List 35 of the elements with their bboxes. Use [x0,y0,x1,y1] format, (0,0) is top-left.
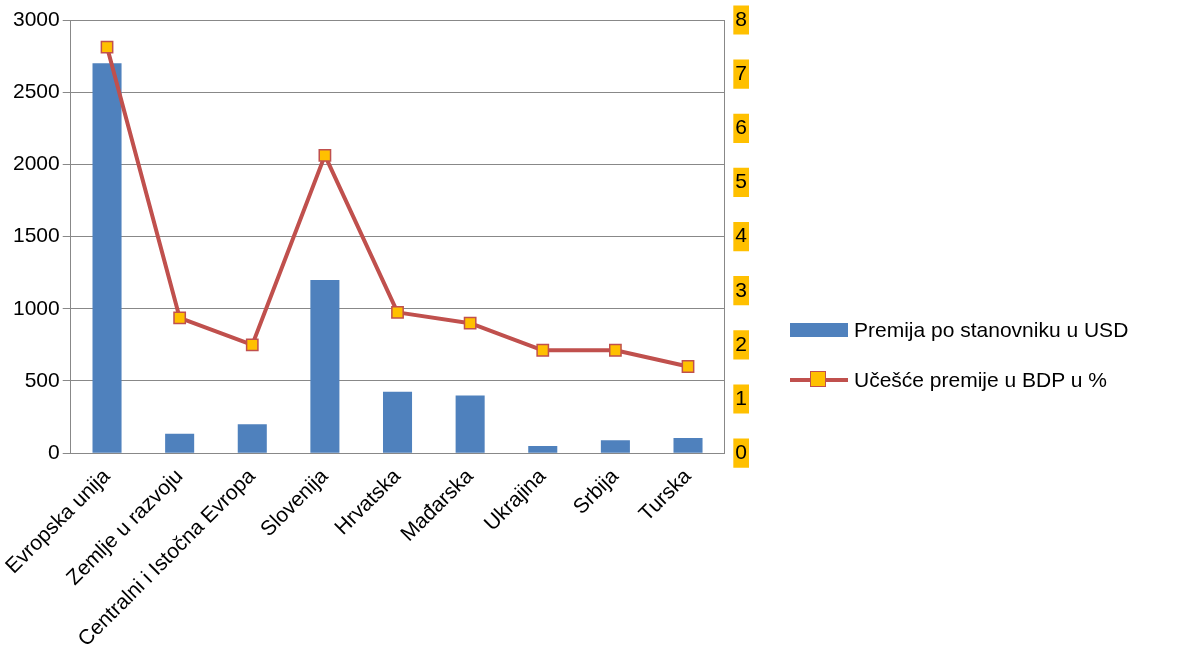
bar [600,440,630,453]
y2-tick-label: 1 [735,385,748,409]
point [536,343,550,357]
point [245,338,259,352]
y2-tick-label: 7 [735,60,748,84]
bar [528,445,558,453]
legend-label: Učešće premije u BDP u % [854,368,1107,392]
y2-tick-label: 4 [735,223,748,247]
point [681,360,695,373]
point [391,305,404,319]
y-tick-label: 1000 [13,295,60,319]
y2-tick-label: 3 [735,277,748,301]
y2-tick-label: 2 [735,331,748,355]
y2-tick-label: 8 [735,6,748,30]
point [318,148,332,162]
legend-label: Premija po stanovniku u USD [854,318,1129,342]
y2-tick-label: 5 [735,169,748,193]
bar [673,437,703,453]
y2-tick-label: 0 [735,439,748,463]
point [173,311,187,325]
y-tick-label: 0 [48,439,60,463]
bar [310,279,340,453]
y-tick-label: 500 [24,367,60,391]
point [608,343,622,357]
bar [455,395,485,453]
point [463,316,477,330]
y-tick-label: 3000 [13,6,60,30]
y-tick-label: 2000 [13,151,60,175]
bar [237,424,267,453]
y-tick-label: 1500 [13,223,60,247]
bar [92,63,122,453]
y-tick-label: 2500 [13,78,60,102]
y2-tick-label: 6 [735,115,748,139]
bar [165,433,195,453]
bar [382,391,413,453]
